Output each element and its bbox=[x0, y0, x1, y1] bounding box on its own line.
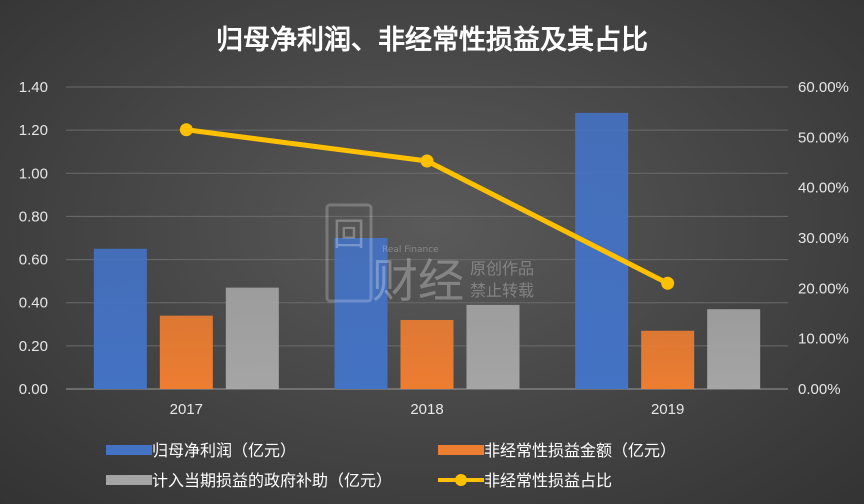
legend-label: 非经常性损益占比 bbox=[484, 471, 612, 490]
right-tick-label: 0.00% bbox=[798, 381, 841, 398]
watermark-brand: 财经 bbox=[372, 254, 464, 308]
ratio-point-2018 bbox=[420, 154, 434, 168]
left-y-axis: 0.00 0.20 0.40 0.60 0.80 1.00 1.20 1.40 bbox=[19, 79, 48, 398]
bar-非经常性损益金额亿元-2019 bbox=[641, 330, 695, 389]
watermark: 回 财经 Real Finance 原创作品 禁止转载 bbox=[325, 203, 534, 308]
left-tick-label: 0.40 bbox=[19, 295, 48, 312]
ratio-point-2017 bbox=[179, 123, 193, 137]
chart-title: 归母净利润、非经常性损益及其占比 bbox=[216, 24, 648, 56]
left-tick-label: 0.00 bbox=[19, 381, 48, 398]
legend-label: 计入当期损益的政府补助（亿元） bbox=[152, 471, 392, 490]
bars bbox=[93, 112, 761, 389]
left-tick-label: 0.20 bbox=[19, 338, 48, 355]
legend-label: 非经常性损益金额（亿元） bbox=[484, 441, 676, 460]
bar-非经常性损益金额亿元-2018 bbox=[400, 319, 454, 389]
bar-计入当期损益的政府补助亿元-2019 bbox=[707, 309, 761, 389]
left-tick-label: 1.20 bbox=[19, 122, 48, 139]
x-tick-label: 2018 bbox=[410, 401, 443, 418]
watermark-logo-box bbox=[325, 203, 373, 303]
ratio-point-2019 bbox=[661, 276, 675, 290]
x-axis: 2017 2018 2019 bbox=[170, 401, 685, 418]
watermark-line1: 原创作品 bbox=[470, 259, 534, 278]
left-tick-label: 0.60 bbox=[19, 252, 48, 269]
right-tick-label: 40.00% bbox=[798, 180, 849, 197]
right-tick-label: 10.00% bbox=[798, 331, 849, 348]
legend-swatch bbox=[106, 445, 152, 455]
right-tick-label: 50.00% bbox=[798, 129, 849, 146]
watermark-line2: 禁止转载 bbox=[470, 281, 534, 300]
legend-swatch-marker bbox=[455, 474, 467, 486]
right-tick-label: 30.00% bbox=[798, 230, 849, 247]
left-tick-label: 1.00 bbox=[19, 165, 48, 182]
bar-计入当期损益的政府补助亿元-2017 bbox=[225, 287, 279, 389]
left-tick-label: 1.40 bbox=[19, 79, 48, 96]
right-tick-label: 20.00% bbox=[798, 280, 849, 297]
bar-归母净利润亿元-2017 bbox=[93, 248, 147, 389]
x-tick-label: 2019 bbox=[651, 401, 684, 418]
right-tick-label: 60.00% bbox=[798, 79, 849, 96]
legend: 归母净利润（亿元） 非经常性损益金额（亿元） 计入当期损益的政府补助（亿元） 非经常性… bbox=[106, 441, 676, 490]
x-tick-label: 2017 bbox=[170, 401, 203, 418]
ratio-line-series bbox=[179, 123, 675, 290]
bar-归母净利润亿元-2018 bbox=[334, 238, 388, 389]
legend-label: 归母净利润（亿元） bbox=[152, 441, 296, 460]
watermark-small-en: Real Finance bbox=[382, 245, 439, 255]
right-y-axis: 0.00% 10.00% 20.00% 30.00% 40.00% 50.00% 60.00… bbox=[798, 79, 849, 398]
legend-swatch bbox=[106, 475, 152, 485]
watermark-logo-char: 回 bbox=[333, 215, 365, 253]
bar-计入当期损益的政府补助亿元-2018 bbox=[466, 304, 520, 389]
bar-非经常性损益金额亿元-2017 bbox=[159, 315, 213, 389]
left-tick-label: 0.80 bbox=[19, 208, 48, 225]
legend-swatch bbox=[438, 445, 484, 455]
